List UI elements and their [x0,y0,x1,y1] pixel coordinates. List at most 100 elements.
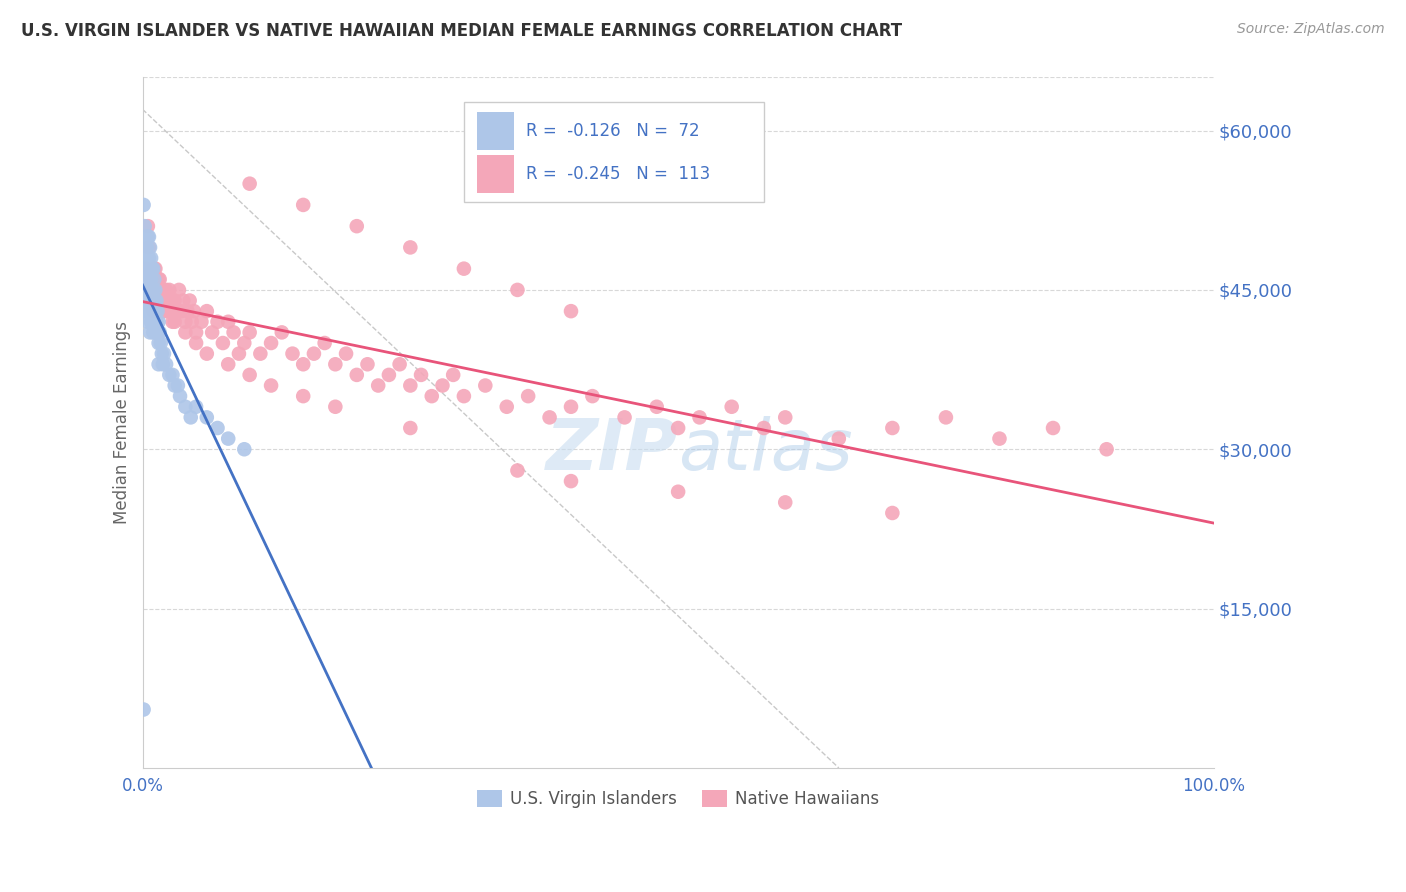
Point [139,326,162,340]
Point [139,272,162,286]
Point [145,326,167,340]
Point [239,326,262,340]
Point [139,304,162,318]
Point [367,378,389,392]
Point [233,442,256,457]
Point [270,326,292,340]
Point [145,283,167,297]
Point [142,304,165,318]
Point [233,336,256,351]
Point [138,251,160,265]
Point [138,240,160,254]
Point [142,326,165,340]
Point [138,293,160,308]
Point [420,389,443,403]
Point [134,304,156,318]
Point [432,378,454,392]
Point [134,219,156,234]
Point [157,304,180,318]
Point [143,261,166,276]
Point [132,272,155,286]
Point [135,293,157,308]
Point [163,315,186,329]
Point [184,336,207,351]
Point [148,357,170,371]
Point [149,272,172,286]
Point [153,293,176,308]
Point [1042,421,1064,435]
Point [155,283,177,297]
Point [145,304,167,318]
Point [882,506,904,520]
Point [139,283,162,297]
Point [143,315,166,329]
Point [149,293,172,308]
Point [689,410,711,425]
Point [167,378,190,392]
Point [139,315,162,329]
Point [136,315,159,329]
Point [136,219,159,234]
Point [292,389,315,403]
Point [249,346,271,360]
Point [157,283,180,297]
Bar [477,112,515,150]
Point [335,346,357,360]
Point [217,357,239,371]
Point [773,495,796,509]
Point [195,410,218,425]
Point [141,283,163,297]
Point [613,410,636,425]
Point [217,315,239,329]
Point [752,421,775,435]
Point [325,400,347,414]
Point [517,389,540,403]
Point [149,326,172,340]
Point [135,304,157,318]
Point [453,261,475,276]
Point [560,400,582,414]
Point [935,410,957,425]
Point [132,198,155,212]
Point [302,346,325,360]
Point [207,421,229,435]
Point [217,432,239,446]
Point [135,272,157,286]
Point [207,315,229,329]
Point [538,410,561,425]
Point [153,304,176,318]
Point [145,315,167,329]
Point [135,229,157,244]
Point [134,283,156,297]
Point [183,304,205,318]
Point [167,283,190,297]
Point [1095,442,1118,457]
Point [560,474,582,488]
Text: R =  -0.245   N =  113: R = -0.245 N = 113 [526,165,710,183]
Point [139,293,162,308]
Point [645,400,668,414]
Point [506,283,529,297]
Point [172,293,194,308]
Point [141,261,163,276]
Point [136,293,159,308]
Point [399,421,422,435]
Point [139,251,162,265]
Point [184,326,207,340]
Point [139,240,162,254]
Point [150,346,173,360]
Point [174,326,197,340]
Point [882,421,904,435]
Point [378,368,401,382]
Point [773,410,796,425]
Point [134,251,156,265]
Point [136,272,159,286]
Point [162,368,184,382]
Point [180,410,202,425]
Point [152,304,174,318]
Point [139,293,162,308]
Point [560,304,582,318]
Point [190,315,212,329]
Point [142,283,165,297]
Point [184,400,207,414]
